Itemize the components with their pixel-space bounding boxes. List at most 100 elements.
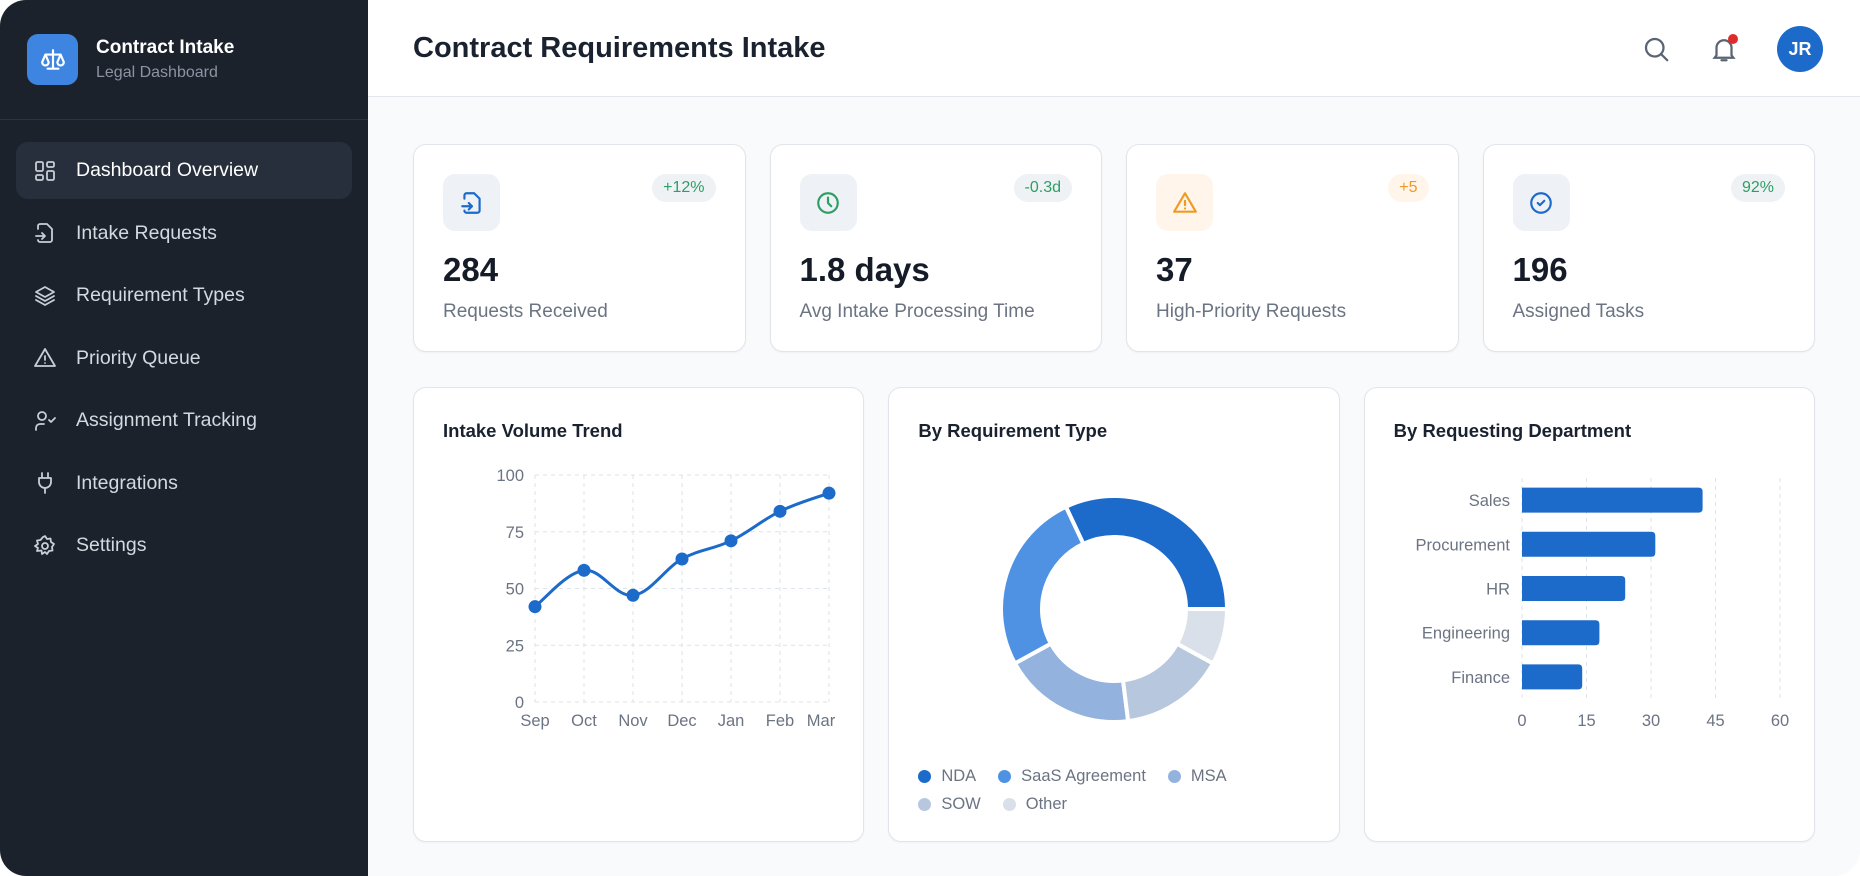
- user-check-icon: [35, 410, 56, 431]
- stat-value: 284: [443, 251, 499, 288]
- data-point: [675, 552, 689, 566]
- x-tick-label: Dec: [667, 712, 696, 730]
- data-point: [528, 600, 542, 614]
- bar-engineering: [1521, 620, 1600, 646]
- warning-icon: [1156, 174, 1213, 231]
- chart-title: Intake Volume Trend: [443, 420, 623, 441]
- sidebar-item-requirement-types[interactable]: Requirement Types: [16, 267, 352, 324]
- y-tick-label: 75: [506, 524, 524, 542]
- check-circle-icon: [1512, 174, 1570, 231]
- bar-hr: [1521, 576, 1625, 601]
- search-button[interactable]: [1641, 34, 1671, 64]
- x-tick-label: 45: [1706, 712, 1724, 730]
- y-tick-label: Procurement: [1415, 536, 1510, 554]
- requesting-department-card: By Requesting Department 0 15 30 45 60 Sales P…: [1363, 387, 1815, 842]
- donut-slice-saas-agreement: [999, 504, 1087, 667]
- legend-label: SOW: [941, 794, 981, 813]
- legend-swatch: [998, 769, 1012, 783]
- file-import-icon: [35, 223, 53, 243]
- x-tick-label: 15: [1577, 712, 1595, 730]
- stat-label: High-Priority Requests: [1156, 301, 1347, 322]
- stat-card-high-priority: +5 37 High-Priority Requests: [1126, 144, 1459, 352]
- chart-title: By Requirement Type: [918, 420, 1108, 441]
- brand-subtitle: Legal Dashboard: [96, 64, 218, 81]
- stat-badge: 92%: [1730, 174, 1785, 202]
- gear-icon: [34, 534, 55, 555]
- x-tick-label: 0: [1517, 712, 1526, 730]
- legend-item[interactable]: Other: [1002, 794, 1068, 814]
- search-icon: [1644, 37, 1669, 62]
- bar-finance: [1521, 664, 1582, 690]
- stat-card-requests-received: +12% 284 Requests Received: [413, 144, 746, 352]
- charts-row: Intake Volume Trend 0 25 50 75 100 Sep Oct Nov D…: [413, 387, 1815, 842]
- sidebar-item-intake-requests[interactable]: Intake Requests: [16, 205, 352, 262]
- sidebar-item-dashboard-overview[interactable]: Dashboard Overview: [16, 142, 352, 199]
- user-avatar[interactable]: JR: [1777, 26, 1823, 72]
- donut-chart: [999, 494, 1230, 724]
- x-tick-label: Feb: [766, 712, 794, 730]
- stat-value: 37: [1156, 251, 1193, 288]
- stat-badge: -0.3d: [1013, 174, 1072, 202]
- legend-item[interactable]: NDA: [918, 767, 976, 786]
- notifications-button[interactable]: [1709, 34, 1739, 64]
- y-tick-label: Finance: [1451, 669, 1510, 687]
- legend-label: Other: [1025, 794, 1068, 813]
- donut-slice-nda: [1063, 494, 1230, 611]
- stat-badge: +12%: [652, 174, 716, 202]
- bar-procurement: [1521, 531, 1655, 557]
- warning-icon: [34, 348, 56, 367]
- y-tick-label: Sales: [1468, 492, 1509, 510]
- sidebar-item-integrations[interactable]: Integrations: [16, 455, 352, 512]
- layers-icon: [35, 285, 55, 306]
- sidebar-nav: Dashboard Overview Intake Requests Requi…: [0, 120, 368, 602]
- stat-label: Avg Intake Processing Time: [799, 301, 1035, 322]
- chart-title: By Requesting Department: [1393, 420, 1632, 441]
- legend-label: MSA: [1190, 766, 1227, 785]
- donut-slice-msa: [1012, 640, 1131, 724]
- intake-volume-trend-card: Intake Volume Trend 0 25 50 75 100 Sep Oct Nov D…: [413, 387, 865, 842]
- sidebar-item-priority-queue[interactable]: Priority Queue: [16, 330, 352, 387]
- plug-icon: [38, 472, 52, 494]
- sidebar-item-label: Assignment Tracking: [76, 409, 257, 431]
- y-tick-label: 50: [506, 581, 524, 599]
- main-content: Contract Requirements Intake JR +12% 284…: [368, 0, 1860, 876]
- legend-label: SaaS Agreement: [1021, 766, 1146, 785]
- donut-slice-other: [1174, 607, 1230, 667]
- brand-title: Contract Intake: [96, 37, 235, 58]
- x-tick-label: Mar: [807, 712, 836, 730]
- legend-item[interactable]: SOW: [918, 794, 981, 814]
- legend-item[interactable]: MSA: [1167, 766, 1227, 786]
- page-title: Contract Requirements Intake: [413, 31, 826, 64]
- sidebar-item-assignment-tracking[interactable]: Assignment Tracking: [16, 392, 352, 449]
- data-point: [724, 534, 738, 548]
- brand: Contract Intake Legal Dashboard: [0, 0, 368, 120]
- data-point: [822, 486, 836, 500]
- legend-swatch: [918, 769, 932, 783]
- stats-row: +12% 284 Requests Received -0.3d 1.8 day…: [413, 144, 1815, 352]
- sidebar: Contract Intake Legal Dashboard Dashboar…: [0, 0, 368, 876]
- stat-value: 196: [1512, 251, 1568, 288]
- legend-label: NDA: [941, 766, 977, 785]
- notification-dot: [1728, 34, 1738, 44]
- clock-icon: [799, 174, 857, 231]
- grid-icon: [35, 160, 55, 181]
- sidebar-item-label: Integrations: [76, 471, 178, 494]
- x-tick-label: 30: [1641, 712, 1659, 730]
- stat-label: Assigned Tasks: [1512, 301, 1645, 322]
- x-tick-label: Sep: [520, 712, 549, 730]
- data-point: [577, 563, 591, 577]
- sidebar-item-settings[interactable]: Settings: [16, 517, 352, 574]
- legend-item[interactable]: SaaS Agreement: [998, 767, 1146, 786]
- bar-chart: 0 15 30 45 60 Sales Procurement HR Engineering Fi…: [1415, 478, 1789, 730]
- legend-swatch: [918, 797, 932, 811]
- file-import-icon: [443, 174, 500, 231]
- x-tick-label: Jan: [718, 712, 745, 730]
- x-tick-label: 60: [1770, 712, 1788, 730]
- stat-card-assigned-tasks: 92% 196 Assigned Tasks: [1482, 144, 1815, 352]
- stat-badge: +5: [1388, 174, 1429, 202]
- y-tick-label: 0: [515, 694, 524, 712]
- stat-value: 1.8 days: [799, 251, 930, 288]
- x-tick-label: Oct: [571, 712, 597, 730]
- sidebar-item-label: Requirement Types: [76, 284, 245, 306]
- requirement-type-card: By Requirement Type NDA SaaS Agreement MSA…: [888, 387, 1340, 842]
